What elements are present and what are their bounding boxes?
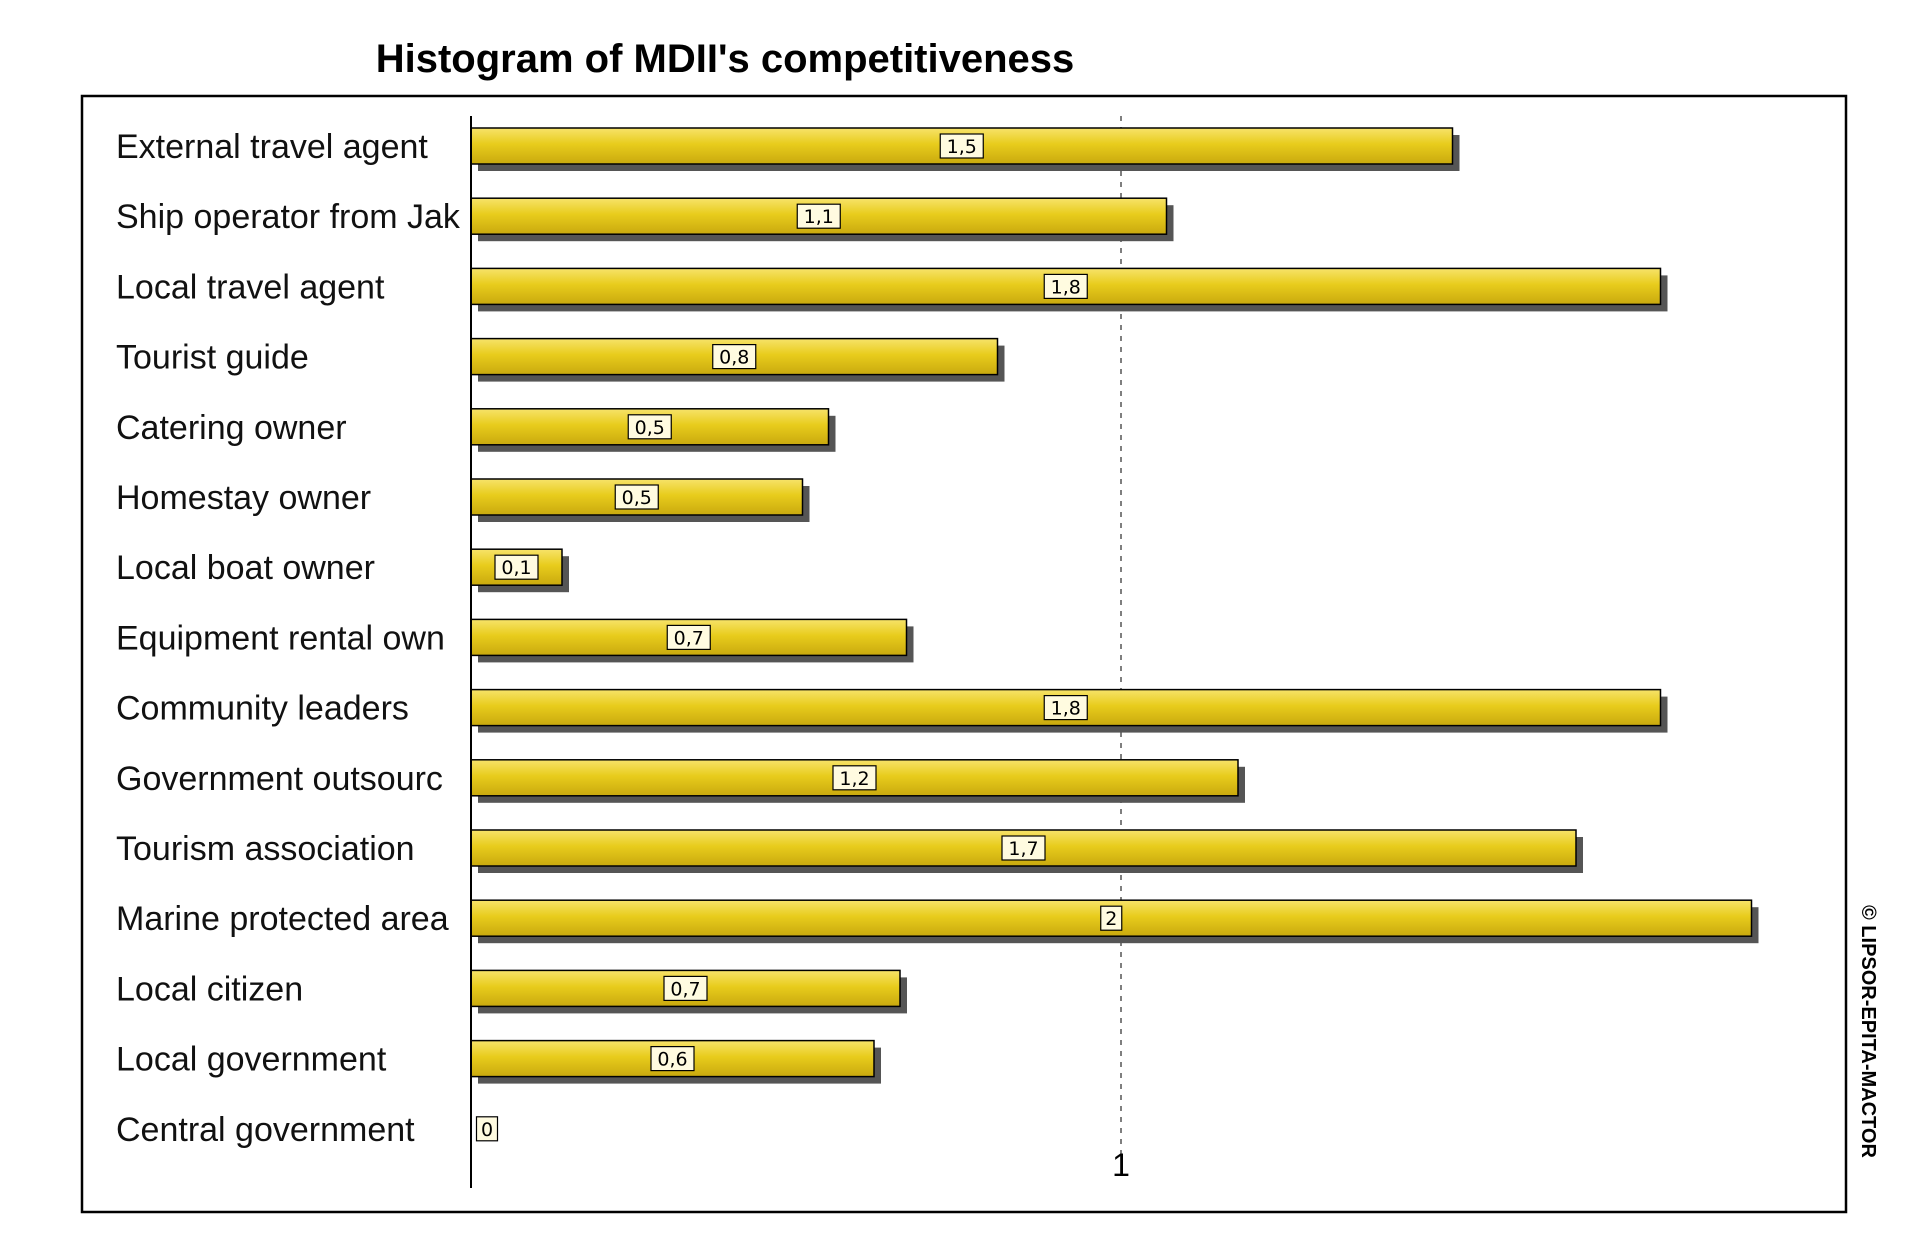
value-label-box	[939, 133, 984, 159]
bar-group: 1,5	[470, 127, 1460, 171]
bars-layer: 1,5 1,1 1,8 0,8 0,5 0,5 0,1 0,7 1,8 1,2 1,7 2 0,7 0,6…	[470, 127, 1759, 1142]
value-label: 1,8	[1051, 698, 1081, 720]
value-label-box	[1043, 694, 1088, 721]
value-label-box	[627, 414, 672, 440]
value-label: 0,7	[670, 978, 700, 1000]
category-label: Marine protected area	[116, 900, 449, 938]
category-label: Catering owner	[116, 409, 347, 447]
bar-group: 0,8	[470, 337, 1005, 382]
copyright-text: © LIPSOR-EPITA-MACTOR	[1857, 905, 1879, 1158]
value-label-box	[712, 344, 757, 370]
value-label: 0,8	[719, 347, 749, 369]
category-label: Community leaders	[116, 690, 409, 728]
value-label: 1,5	[947, 136, 977, 158]
value-label: 0,7	[674, 627, 704, 649]
category-label: Local boat owner	[116, 549, 375, 587]
value-label-box	[475, 1116, 499, 1142]
category-label: Ship operator from Jak	[116, 198, 461, 236]
bar-group: 0	[475, 1116, 499, 1142]
value-label: 1,1	[804, 206, 834, 228]
value-label-box	[494, 554, 539, 580]
category-label: Equipment rental own	[116, 619, 445, 657]
category-label: External travel agent	[116, 128, 428, 166]
bar-group: 1,8	[470, 688, 1668, 733]
value-label: 0,5	[622, 487, 652, 509]
bar-group: 0,7	[470, 969, 907, 1014]
bar-group: 1,8	[470, 267, 1668, 312]
value-label-box	[614, 484, 659, 510]
bar-group: 0,1	[470, 548, 569, 593]
x-tick-label: 1	[1112, 1147, 1130, 1183]
value-label-box	[832, 765, 877, 791]
value-label: 0	[481, 1119, 493, 1141]
bar-group: 1,7	[470, 829, 1583, 873]
bar-group: 0,7	[470, 618, 914, 663]
category-labels: External travel agent Ship operator from …	[116, 128, 461, 1149]
category-label: Local government	[116, 1041, 387, 1079]
value-label-box	[796, 203, 841, 229]
category-label: Government outsourc	[116, 760, 443, 798]
value-label-box	[663, 975, 708, 1002]
category-label: Tourist guide	[116, 339, 309, 377]
category-label: Local citizen	[116, 970, 303, 1008]
value-label: 1,8	[1051, 276, 1081, 298]
bar-group: 0,6	[470, 1039, 881, 1084]
bar-group: 2	[470, 899, 1759, 944]
value-label-box	[666, 624, 711, 651]
value-label-box	[1100, 905, 1123, 931]
category-label: Local travel agent	[116, 268, 385, 306]
category-label: Central government	[116, 1111, 415, 1149]
x-ticks: 1	[1112, 1147, 1130, 1183]
bar-group: 1,2	[470, 759, 1245, 803]
bar-group: 0,5	[470, 478, 810, 522]
value-label: 1,7	[1008, 838, 1038, 860]
value-label: 2	[1105, 908, 1117, 930]
value-label: 0,1	[501, 557, 531, 579]
bar-group: 1,1	[470, 197, 1174, 242]
value-label: 0,6	[657, 1049, 687, 1071]
value-label-box	[1043, 273, 1088, 299]
value-label: 0,5	[635, 417, 665, 439]
category-label: Homestay owner	[116, 479, 371, 517]
value-label-box	[650, 1045, 695, 1072]
value-label: 1,2	[839, 768, 869, 790]
category-label: Tourism association	[116, 830, 415, 868]
value-label-box	[1001, 835, 1046, 861]
bar-group: 0,5	[470, 408, 836, 452]
chart-title: Histogram of MDII's competitiveness	[376, 37, 1075, 81]
